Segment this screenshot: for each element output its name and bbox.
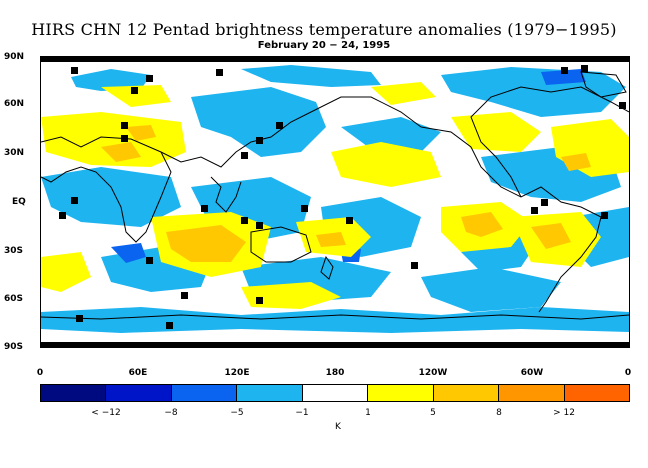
- anomaly-map-svg: [41, 57, 629, 347]
- colorbar-label: 5: [430, 408, 436, 418]
- lat-label-90n: 90N: [4, 52, 25, 62]
- colorbar-swatch-3: [237, 385, 303, 401]
- lon-label-0: 0: [36, 368, 44, 378]
- lat-label-60n: 60N: [4, 99, 25, 109]
- lon-label-0-end: 0: [624, 368, 632, 378]
- colorbar-swatch-2: [171, 385, 238, 401]
- colorbar-swatch-8: [564, 385, 629, 401]
- lon-label-60e: 60E: [128, 368, 148, 378]
- lon-label-180: 180: [325, 368, 345, 378]
- colorbar-label: −8: [164, 408, 178, 418]
- colorbar-label: −5: [230, 408, 244, 418]
- colorbar-label: 1: [365, 408, 371, 418]
- map-title: HIRS CHN 12 Pentad brightness temperatur…: [31, 20, 617, 39]
- lon-label-120e: 120E: [224, 368, 250, 378]
- colorbar-label: 8: [496, 408, 502, 418]
- missing-data-markers: [41, 57, 629, 347]
- anomaly-map: [40, 56, 630, 348]
- lat-label-90s: 90S: [4, 342, 24, 352]
- lat-label-60s: 60S: [4, 294, 24, 304]
- coastlines: [41, 71, 629, 320]
- lon-label-120w: 120W: [418, 368, 448, 378]
- colorbar-label: > 12: [553, 408, 575, 418]
- lat-label-30n: 30N: [4, 148, 25, 158]
- colorbar-swatch-4: [302, 385, 369, 401]
- lat-label-30s: 30S: [4, 246, 24, 256]
- colorbar-label: −1: [295, 408, 309, 418]
- colorbar-swatch-6: [433, 385, 500, 401]
- strong-positive-anomaly-regions: [101, 125, 591, 262]
- colorbar-swatch-5: [368, 385, 434, 401]
- colorbar-swatch-1: [106, 385, 172, 401]
- colorbar-swatch-7: [499, 385, 565, 401]
- lat-label-eq: EQ: [12, 197, 26, 207]
- colorbar-swatch-0: [41, 385, 107, 401]
- colorbar-unit: K: [335, 422, 341, 432]
- map-subtitle: February 20 − 24, 1995: [257, 40, 391, 51]
- lon-label-60w: 60W: [520, 368, 544, 378]
- colorbar: [40, 384, 630, 402]
- colorbar-label: < −12: [91, 408, 121, 418]
